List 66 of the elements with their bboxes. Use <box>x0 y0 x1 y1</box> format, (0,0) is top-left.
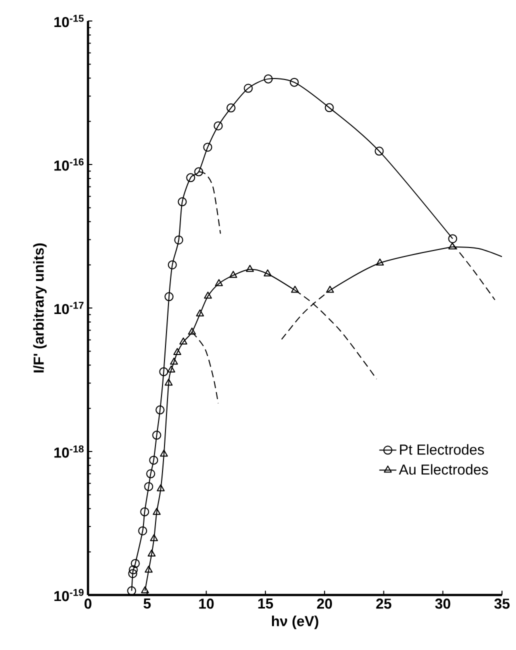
x-tick-label: 15 <box>258 598 274 609</box>
x-axis-title: hν (eV) <box>272 616 318 630</box>
point <box>149 456 158 465</box>
point <box>156 484 165 492</box>
y-tick-label: 10$^{-19}$ <box>54 588 84 602</box>
point <box>194 167 204 176</box>
point <box>164 378 173 386</box>
point <box>164 292 174 302</box>
point <box>448 242 456 250</box>
legend-label: Au Electrodes <box>398 464 488 475</box>
x-tick-label: 10 <box>199 598 214 609</box>
point <box>159 367 168 376</box>
point <box>130 558 140 568</box>
point <box>214 279 223 286</box>
point <box>246 264 254 272</box>
point <box>376 258 384 266</box>
point <box>244 84 253 93</box>
point <box>214 121 223 130</box>
point <box>128 569 138 578</box>
x-tick-label: 25 <box>376 598 392 609</box>
point <box>291 286 299 293</box>
point <box>196 309 204 316</box>
point <box>264 269 272 276</box>
point <box>229 270 238 278</box>
point <box>138 526 148 536</box>
point <box>152 430 162 440</box>
point <box>290 78 299 87</box>
y-tick-label: 10$^{-15}$ <box>54 14 84 28</box>
point <box>173 348 182 355</box>
point <box>160 450 168 457</box>
point <box>167 366 176 372</box>
point <box>174 235 184 244</box>
point <box>326 286 334 293</box>
point <box>170 358 178 365</box>
point <box>168 260 177 270</box>
point <box>374 146 384 156</box>
point <box>141 586 149 594</box>
point <box>324 103 334 112</box>
point <box>204 292 212 299</box>
y-tick-label: 10$^{-18}$ <box>54 445 84 458</box>
x-tick-label: 20 <box>317 598 332 609</box>
x-tick-label: 35 <box>494 598 510 609</box>
y-axis-title: I/F' (arbitrary units) <box>33 243 47 372</box>
point <box>144 566 153 573</box>
point <box>203 142 212 152</box>
point <box>226 103 236 112</box>
point <box>148 550 156 557</box>
point <box>178 197 187 206</box>
point <box>264 74 273 84</box>
point <box>179 337 188 344</box>
x-tick-label: 0 <box>84 598 92 609</box>
x-tick-label: 30 <box>435 598 450 609</box>
point <box>186 173 196 182</box>
y-tick-label: 10$^{-16}$ <box>54 158 84 171</box>
point <box>188 328 196 335</box>
point <box>448 234 458 244</box>
point <box>152 508 161 515</box>
point <box>150 534 158 542</box>
point <box>146 469 156 478</box>
point <box>144 482 154 492</box>
y-tick-label: 10$^{-17}$ <box>54 302 84 314</box>
x-tick-label: 5 <box>144 598 151 609</box>
point <box>156 405 165 414</box>
point <box>128 565 138 574</box>
point <box>140 507 150 516</box>
legend-label: Pt Electrodes <box>400 444 484 455</box>
